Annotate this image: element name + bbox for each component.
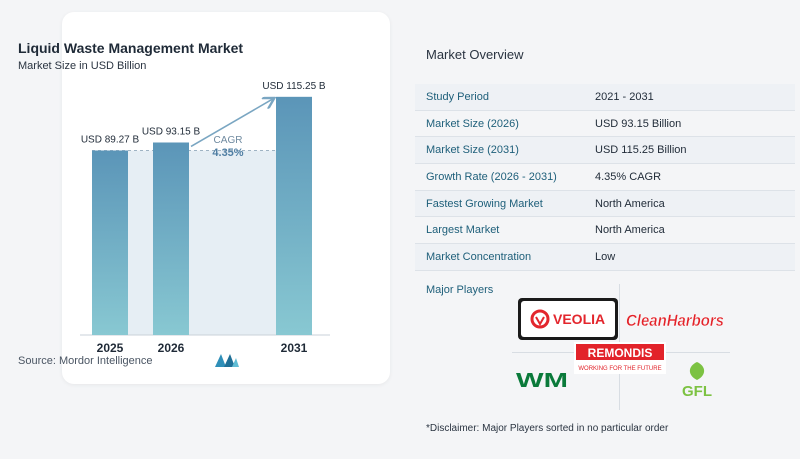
overview-row: Study Period 2021 - 2031	[415, 84, 795, 111]
veolia-text: VEOLIA	[553, 311, 605, 327]
row-value: USD 115.25 Billion	[595, 144, 687, 157]
remondis-logo: REMONDIS WORKING FOR THE FUTURE	[574, 342, 666, 374]
disclaimer-text: *Disclaimer: Major Players sorted in no …	[426, 423, 669, 434]
major-players-logos: VEOLIA CleanHarbors REMONDIS WORKING FOR…	[508, 284, 730, 410]
overview-table: Study Period 2021 - 2031 Market Size (20…	[415, 84, 795, 271]
x-tick-2026: 2026	[158, 341, 185, 355]
cagr-value: 4.35%	[212, 147, 243, 159]
data-label-2025: USD 89.27 B	[81, 135, 140, 146]
row-label: Study Period	[426, 90, 489, 103]
chart-title: Liquid Waste Management Market	[18, 40, 244, 56]
row-value: North America	[595, 197, 665, 210]
mordor-logo	[214, 352, 240, 373]
row-value: USD 93.15 Billion	[595, 117, 682, 130]
cagr-label: CAGR	[214, 135, 243, 146]
bar-2025	[92, 150, 128, 335]
wm-text: WM	[516, 370, 568, 390]
overview-row: Market Size (2026) USD 93.15 Billion	[415, 111, 795, 138]
bar-2026	[153, 142, 189, 335]
row-label: Market Concentration	[426, 250, 532, 263]
row-label: Fastest Growing Market	[426, 197, 543, 210]
overview-row: Growth Rate (2026 - 2031) 4.35% CAGR	[415, 164, 795, 191]
row-label: Market Size (2031)	[426, 144, 519, 157]
row-value: 4.35% CAGR	[595, 170, 662, 183]
gfl-text: GFL	[682, 383, 712, 400]
market-overview-heading: Market Overview	[426, 47, 524, 62]
x-tick-2025: 2025	[97, 341, 124, 355]
overview-row: Market Size (2031) USD 115.25 Billion	[415, 137, 795, 165]
major-players-label: Major Players	[426, 284, 494, 296]
source-text: Source: Mordor Intelligence	[18, 355, 153, 367]
row-label: Largest Market	[426, 224, 500, 237]
overview-row: Market Concentration Low	[415, 244, 795, 271]
bar-chart: USD 89.27 B 2025 USD 93.15 B 2026 USD 115.25…	[80, 81, 330, 355]
cleanharbors-text: CleanHarbors	[626, 311, 724, 330]
reference-band	[92, 150, 312, 335]
gfl-logo: GFL	[682, 362, 712, 400]
x-tick-2031: 2031	[281, 341, 308, 355]
chart-subtitle: Market Size in USD Billion	[18, 60, 147, 72]
remondis-text: REMONDIS	[588, 346, 653, 360]
cleanharbors-logo: CleanHarbors	[626, 311, 724, 330]
bar-2031	[276, 96, 312, 335]
row-value: Low	[595, 250, 616, 263]
wm-logo: WM	[516, 370, 568, 390]
overview-row: Fastest Growing Market North America	[415, 190, 795, 218]
remondis-tagline: WORKING FOR THE FUTURE	[578, 366, 661, 372]
row-label: Market Size (2026)	[426, 117, 519, 130]
veolia-logo: VEOLIA	[518, 298, 618, 340]
row-value: North America	[595, 224, 665, 237]
overview-row: Largest Market North America	[415, 217, 795, 245]
row-value: 2021 - 2031	[595, 90, 654, 103]
cagr-arrow	[190, 99, 273, 148]
row-label: Growth Rate (2026 - 2031)	[426, 170, 557, 183]
data-label-2026: USD 93.15 B	[142, 126, 201, 137]
data-label-2031: USD 115.25 B	[262, 81, 326, 92]
